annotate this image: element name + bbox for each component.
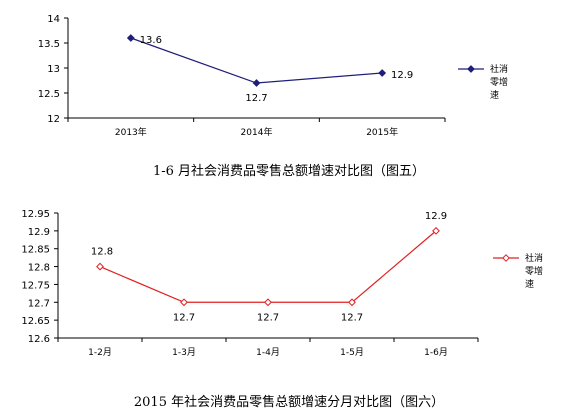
x-tick-label: 1-6月 [424,347,448,358]
x-tick-label: 2014年 [241,126,273,138]
data-point [126,34,135,42]
series-line [130,37,383,84]
data-point [96,262,104,271]
data-point [252,79,261,87]
x-tick-label: 2015年 [366,126,398,138]
x-tick-label: 1-5月 [340,347,364,358]
legend-marker [467,65,475,73]
y-tick-label: 14 [47,14,60,25]
data-point [348,298,356,307]
x-tick-label: 1-4月 [256,347,280,358]
data-label: 12.8 [91,247,113,258]
y-tick-label: 12.85 [21,245,50,256]
data-label: 12.7 [173,312,195,323]
legend-label: 社消 [490,63,508,75]
chart-1-caption: 1-6 月社会消费品零售总额增速对比图（图五） [152,164,426,179]
data-label: 13.6 [140,35,162,46]
chart-2-caption: 2015 年社会消费品零售总额增速分月对比图（图六） [133,395,445,410]
y-tick-label: 12.95 [21,209,50,220]
y-tick-label: 12.5 [38,89,60,100]
data-point [180,298,188,307]
data-point [264,298,272,307]
legend-label: 社消 [525,252,543,264]
data-point [378,69,387,77]
x-tick-label: 1-3月 [172,347,196,358]
data-label: 12.7 [245,93,267,104]
legend-label: 零增 [490,76,508,88]
chart-2: 12.95 12.9 12.85 12.8 12.75 12.7 12.65 12.6 1-2月… [21,209,543,358]
legend-label: 速 [490,90,499,101]
y-tick-label: 12.7 [28,298,50,309]
legend-label: 速 [525,279,534,290]
legend-label: 零增 [525,265,543,277]
data-label: 12.7 [341,312,363,323]
data-label: 12.9 [425,211,447,222]
y-tick-label: 13.5 [38,39,60,50]
y-tick-label: 12.65 [21,316,50,327]
legend-marker [502,254,510,262]
y-tick-label: 12.6 [28,334,50,345]
series-line [99,230,437,303]
data-label: 12.9 [391,70,413,81]
y-tick-label: 12.8 [28,263,50,274]
x-tick-label: 1-2月 [88,347,112,358]
data-point [432,226,440,235]
y-tick-label: 12.9 [28,227,50,238]
chart-1: 14 13.5 13 12.5 12 2013年 2014年 2015年 13.6 12.7 12.… [38,14,508,138]
y-tick-label: 12.75 [21,280,50,291]
y-tick-label: 13 [47,64,60,75]
y-tick-label: 12 [47,114,60,125]
data-label: 12.7 [257,312,279,323]
x-tick-label: 2013年 [115,126,147,138]
